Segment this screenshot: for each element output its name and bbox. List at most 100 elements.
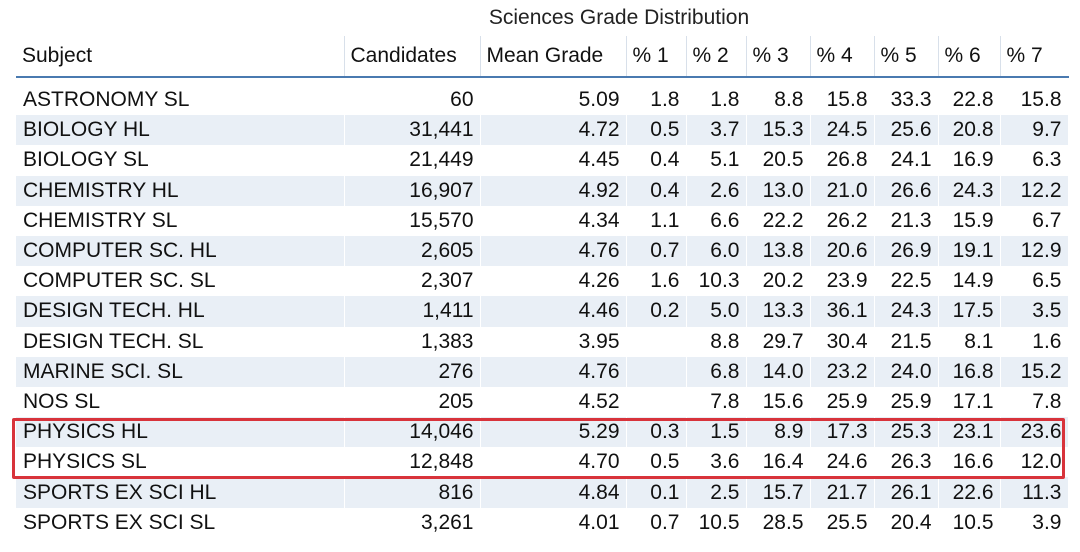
cell-mean-grade: 4.01 — [480, 507, 627, 538]
cell-pct-4: 21.0 — [810, 175, 875, 206]
cell-pct-7: 6.3 — [1000, 145, 1069, 176]
cell-pct-2: 2.5 — [686, 477, 747, 508]
cell-pct-1: 0.5 — [626, 115, 687, 146]
column-header-pct-3: % 3 — [746, 36, 811, 78]
column-header-mean-grade: Mean Grade — [480, 36, 627, 78]
cell-pct-3: 16.4 — [746, 447, 811, 478]
cell-pct-5: 26.6 — [874, 175, 939, 206]
cell-pct-6: 17.1 — [938, 386, 1001, 418]
cell-mean-grade: 4.72 — [480, 115, 627, 146]
cell-candidates: 276 — [344, 356, 481, 387]
cell-pct-4: 30.4 — [810, 326, 875, 357]
cell-pct-2: 3.6 — [686, 447, 747, 478]
cell-mean-grade: 4.45 — [480, 145, 627, 176]
cell-mean-grade: 4.34 — [480, 205, 627, 236]
cell-subject: COMPUTER SC. HL — [16, 235, 345, 267]
cell-pct-6: 14.9 — [938, 266, 1001, 297]
cell-pct-4: 25.5 — [810, 507, 875, 538]
cell-pct-5: 21.3 — [874, 205, 939, 236]
cell-pct-4: 24.6 — [810, 447, 875, 478]
table-row: MARINE SCI. SL 276 4.76 6.8 14.0 23.2 24.0 16.8… — [16, 356, 1069, 387]
cell-subject: DESIGN TECH. SL — [16, 326, 345, 357]
table-row: PHYSICS HL 14,046 5.29 0.3 1.5 8.9 17.3 25.3 23.… — [16, 417, 1069, 448]
cell-pct-2: 2.6 — [686, 175, 747, 206]
cell-pct-5: 26.3 — [874, 447, 939, 478]
column-header-pct-1: % 1 — [626, 36, 687, 78]
cell-pct-3: 20.5 — [746, 145, 811, 176]
cell-mean-grade: 5.29 — [480, 417, 627, 448]
cell-pct-7: 11.3 — [1000, 477, 1069, 508]
cell-pct-5: 25.6 — [874, 115, 939, 146]
cell-pct-3: 8.8 — [746, 85, 811, 116]
table-title: Sciences Grade Distribution — [488, 6, 750, 29]
column-header-pct-7: % 7 — [1000, 36, 1068, 78]
cell-candidates: 205 — [344, 386, 481, 418]
column-header-pct-4: % 4 — [810, 36, 875, 78]
table-row: DESIGN TECH. HL 1,411 4.46 0.2 5.0 13.3 36.1 24… — [16, 296, 1069, 327]
cell-pct-2: 5.0 — [686, 296, 747, 327]
cell-pct-2: 10.5 — [686, 507, 747, 538]
cell-pct-1: 0.1 — [626, 477, 687, 508]
cell-pct-5: 22.5 — [874, 266, 939, 297]
cell-candidates: 21,449 — [344, 145, 481, 176]
cell-pct-1: 0.4 — [626, 175, 687, 206]
cell-pct-7: 3.5 — [1000, 296, 1069, 327]
table-row: DESIGN TECH. SL 1,383 3.95 8.8 29.7 30.4 21.5 8… — [16, 326, 1069, 357]
cell-pct-1: 0.7 — [626, 235, 687, 267]
cell-pct-4: 23.2 — [810, 356, 875, 387]
cell-subject: PHYSICS SL — [16, 447, 345, 478]
cell-candidates: 1,411 — [344, 296, 481, 327]
cell-pct-3: 13.0 — [746, 175, 811, 206]
cell-pct-4: 20.6 — [810, 235, 875, 267]
cell-candidates: 2,605 — [344, 235, 481, 267]
table-row: NOS SL 205 4.52 7.8 15.6 25.9 25.9 17.1 7.8 — [16, 386, 1069, 418]
cell-mean-grade: 4.76 — [480, 235, 627, 267]
cell-pct-2: 3.7 — [686, 115, 747, 146]
cell-pct-7: 7.8 — [1000, 386, 1069, 418]
cell-subject: SPORTS EX SCI HL — [16, 477, 345, 508]
cell-pct-2: 10.3 — [686, 266, 747, 297]
table-row: CHEMISTRY HL 16,907 4.92 0.4 2.6 13.0 21.0 26.6… — [16, 175, 1069, 206]
cell-pct-1: 0.4 — [626, 145, 687, 176]
cell-subject: NOS SL — [16, 386, 345, 418]
cell-pct-4: 26.2 — [810, 205, 875, 236]
cell-pct-5: 20.4 — [874, 507, 939, 538]
cell-pct-6: 8.1 — [938, 326, 1001, 357]
cell-pct-6: 16.6 — [938, 447, 1001, 478]
cell-mean-grade: 4.84 — [480, 477, 627, 508]
cell-pct-6: 10.5 — [938, 507, 1001, 538]
cell-candidates: 3,261 — [344, 507, 481, 538]
cell-pct-6: 22.8 — [938, 85, 1001, 116]
column-header-pct-6: % 6 — [938, 36, 1001, 78]
table-row: BIOLOGY HL 31,441 4.72 0.5 3.7 15.3 24.5 25.6 20… — [16, 115, 1069, 146]
cell-pct-1 — [626, 386, 687, 418]
cell-pct-5: 24.0 — [874, 356, 939, 387]
cell-pct-2: 6.8 — [686, 356, 747, 387]
cell-pct-6: 23.1 — [938, 417, 1001, 448]
cell-pct-2: 5.1 — [686, 145, 747, 176]
cell-pct-3: 15.3 — [746, 115, 811, 146]
cell-mean-grade: 5.09 — [480, 85, 627, 116]
cell-pct-3: 20.2 — [746, 266, 811, 297]
cell-pct-5: 26.1 — [874, 477, 939, 508]
cell-pct-1: 0.2 — [626, 296, 687, 327]
cell-subject: BIOLOGY SL — [16, 145, 345, 176]
grade-distribution-table: Subject Candidates Mean Grade % 1 % 2 % … — [16, 36, 1069, 538]
cell-pct-3: 13.8 — [746, 235, 811, 267]
cell-pct-3: 8.9 — [746, 417, 811, 448]
cell-mean-grade: 4.76 — [480, 356, 627, 387]
cell-pct-6: 20.8 — [938, 115, 1001, 146]
cell-pct-4: 25.9 — [810, 386, 875, 418]
cell-pct-4: 15.8 — [810, 85, 875, 116]
cell-pct-2: 1.8 — [686, 85, 747, 116]
cell-candidates: 15,570 — [344, 205, 481, 236]
cell-pct-1: 1.8 — [626, 85, 687, 116]
cell-pct-3: 29.7 — [746, 326, 811, 357]
cell-pct-5: 25.9 — [874, 386, 939, 418]
cell-subject: SPORTS EX SCI SL — [16, 507, 345, 538]
cell-candidates: 1,383 — [344, 326, 481, 357]
cell-pct-1: 0.5 — [626, 447, 687, 478]
cell-pct-4: 36.1 — [810, 296, 875, 327]
cell-subject: CHEMISTRY HL — [16, 175, 345, 206]
cell-pct-6: 24.3 — [938, 175, 1001, 206]
